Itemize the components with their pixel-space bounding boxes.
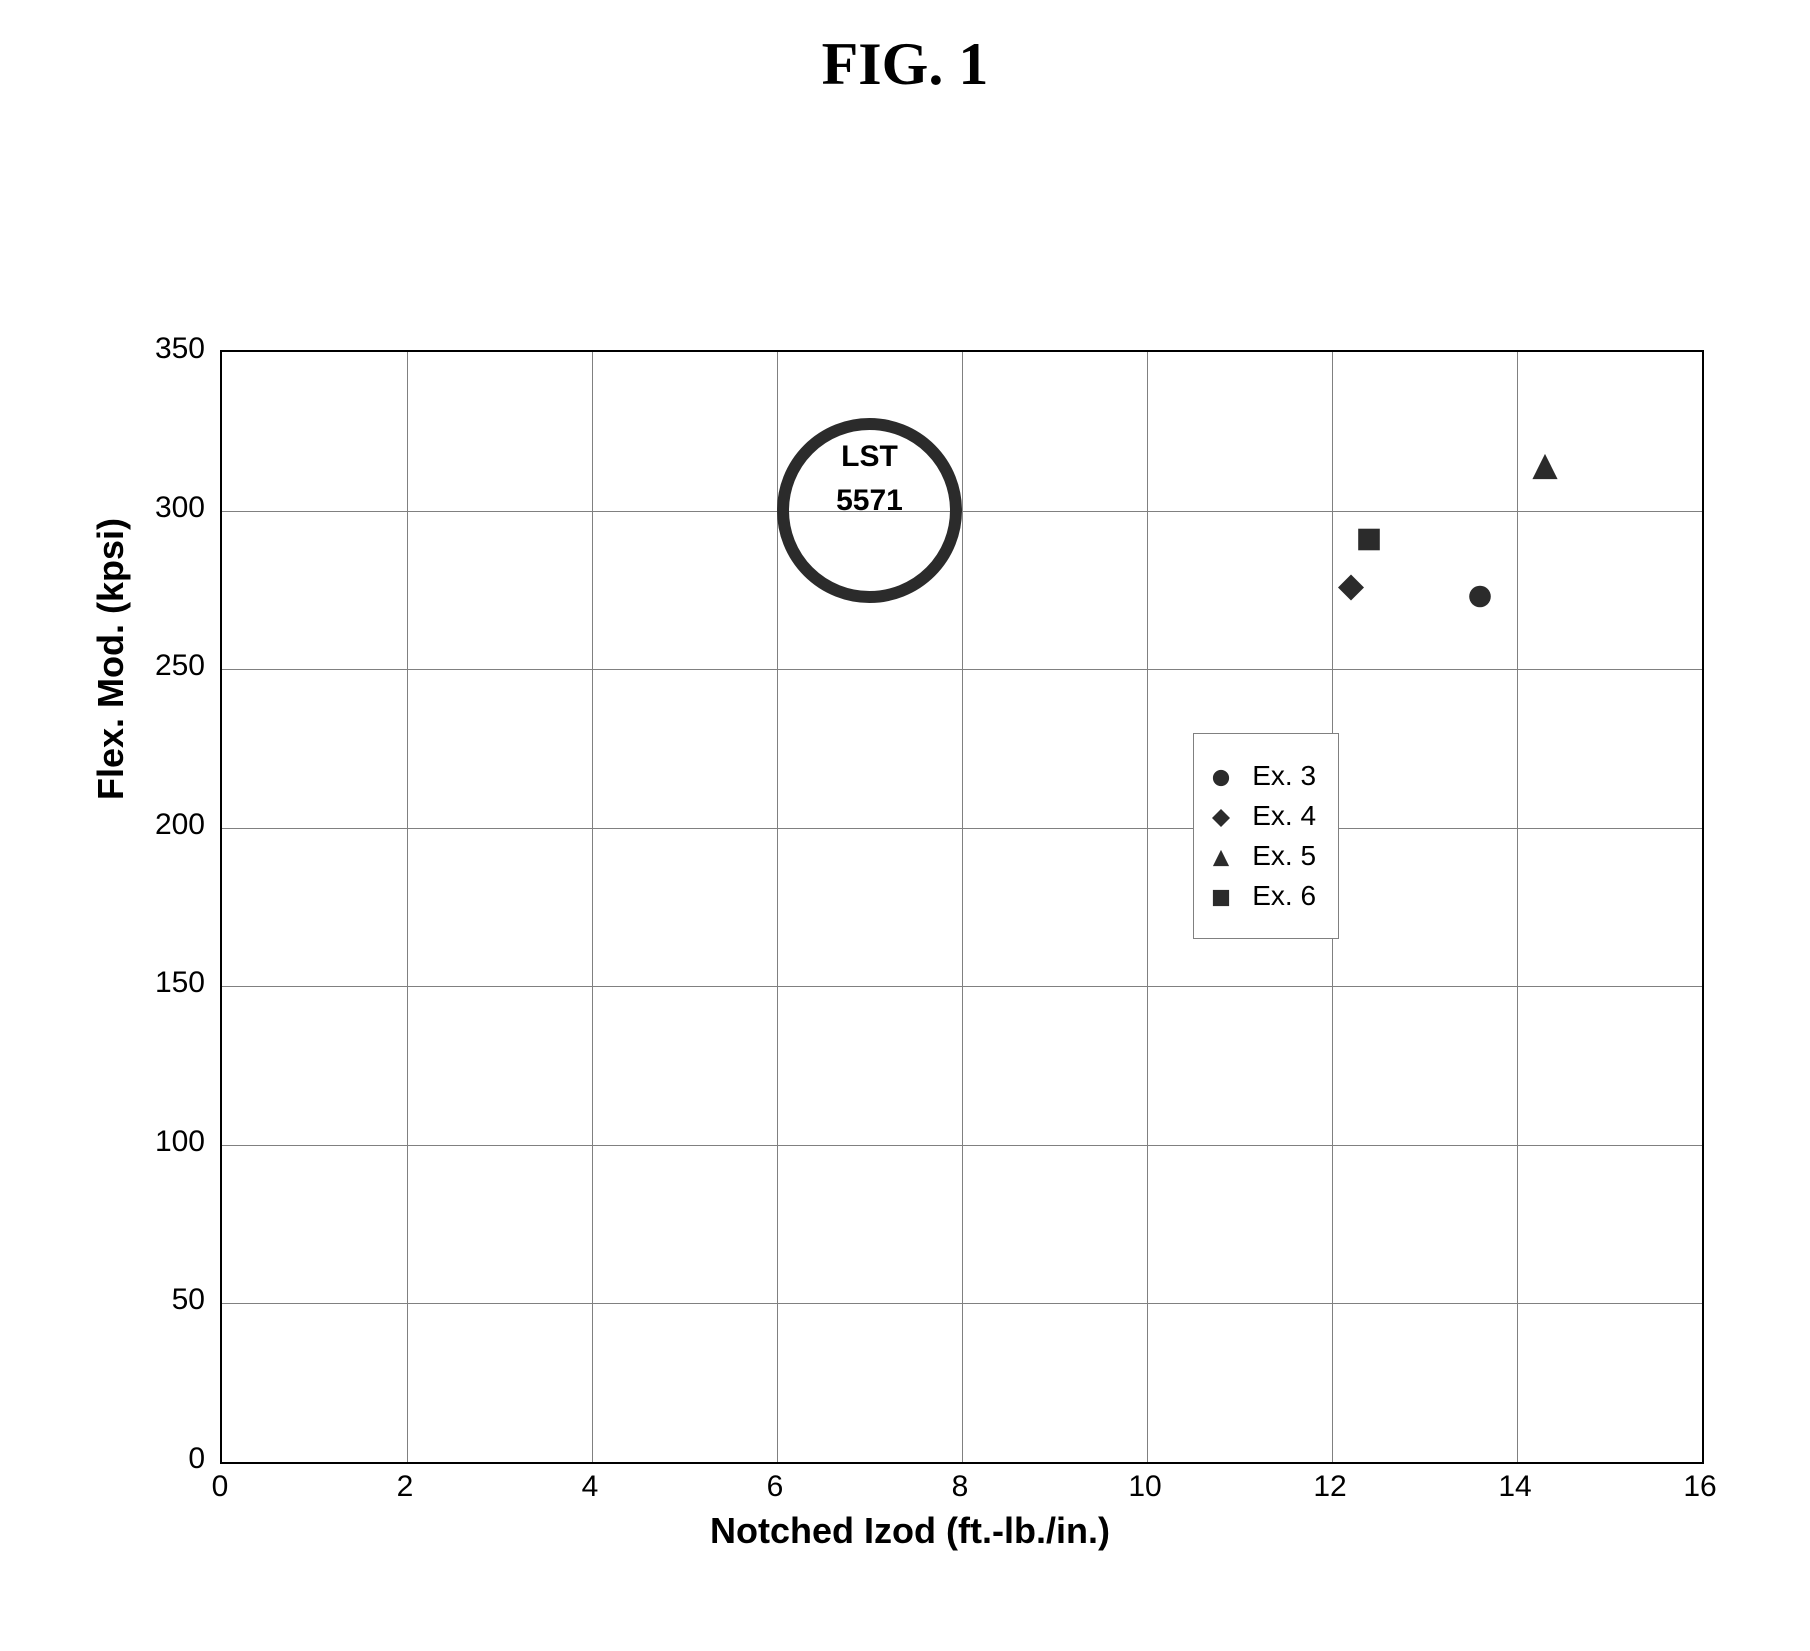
x-tick-label: 2 (375, 1470, 435, 1504)
plot-area: LST 5571 Ex. 3 Ex. 4 Ex. 5 Ex. 6 (220, 350, 1704, 1464)
y-tick-label: 50 (100, 1283, 205, 1317)
square-icon (1212, 882, 1240, 910)
x-tick-label: 0 (190, 1470, 250, 1504)
y-tick-label: 100 (100, 1125, 205, 1159)
legend-label: Ex. 6 (1252, 880, 1316, 912)
x-tick-label: 6 (745, 1470, 805, 1504)
x-tick-label: 8 (930, 1470, 990, 1504)
legend-item: Ex. 6 (1212, 880, 1316, 912)
data-point-ex-3 (1468, 585, 1492, 614)
x-axis-label: Notched Izod (ft.-lb./in.) (100, 1510, 1720, 1600)
annotation-text: LST 5571 (789, 438, 950, 519)
legend-label: Ex. 3 (1252, 760, 1316, 792)
legend-label: Ex. 4 (1252, 800, 1316, 832)
chart-container: Flex. Mod. (kpsi) LST5571Ex. 3Ex. 4Ex. 5… (100, 330, 1720, 1590)
legend-item: Ex. 3 (1212, 760, 1316, 792)
x-tick-label: 12 (1300, 1470, 1360, 1504)
gridline-vertical (407, 352, 408, 1462)
y-tick-label: 250 (100, 649, 205, 683)
y-tick-label: 350 (100, 332, 205, 366)
gridline-vertical (592, 352, 593, 1462)
gridline-vertical (1147, 352, 1148, 1462)
annotation-text-line2: 5571 (789, 482, 950, 520)
x-tick-label: 10 (1115, 1470, 1175, 1504)
gridline-vertical (962, 352, 963, 1462)
diamond-icon (1212, 802, 1240, 830)
page: FIG. 1 Flex. Mod. (kpsi) LST5571Ex. 3Ex.… (0, 0, 1810, 1651)
y-tick-label: 200 (100, 808, 205, 842)
triangle-icon (1212, 842, 1240, 870)
legend-item: Ex. 4 (1212, 800, 1316, 832)
legend-label: Ex. 5 (1252, 840, 1316, 872)
data-point-ex-4 (1338, 574, 1364, 605)
x-tick-label: 14 (1485, 1470, 1545, 1504)
legend: Ex. 3 Ex. 4 Ex. 5 Ex. 6 (1193, 733, 1339, 939)
annotation-text-line1: LST (789, 438, 950, 476)
y-tick-label: 150 (100, 966, 205, 1000)
legend-item: Ex. 5 (1212, 840, 1316, 872)
figure-title: FIG. 1 (0, 30, 1810, 99)
circle-icon (1212, 762, 1240, 790)
data-point-ex-6 (1357, 528, 1381, 557)
data-point-ex-5 (1531, 453, 1559, 486)
x-tick-label: 4 (560, 1470, 620, 1504)
gridline-vertical (1517, 352, 1518, 1462)
x-tick-label: 16 (1670, 1470, 1730, 1504)
y-tick-label: 300 (100, 491, 205, 525)
